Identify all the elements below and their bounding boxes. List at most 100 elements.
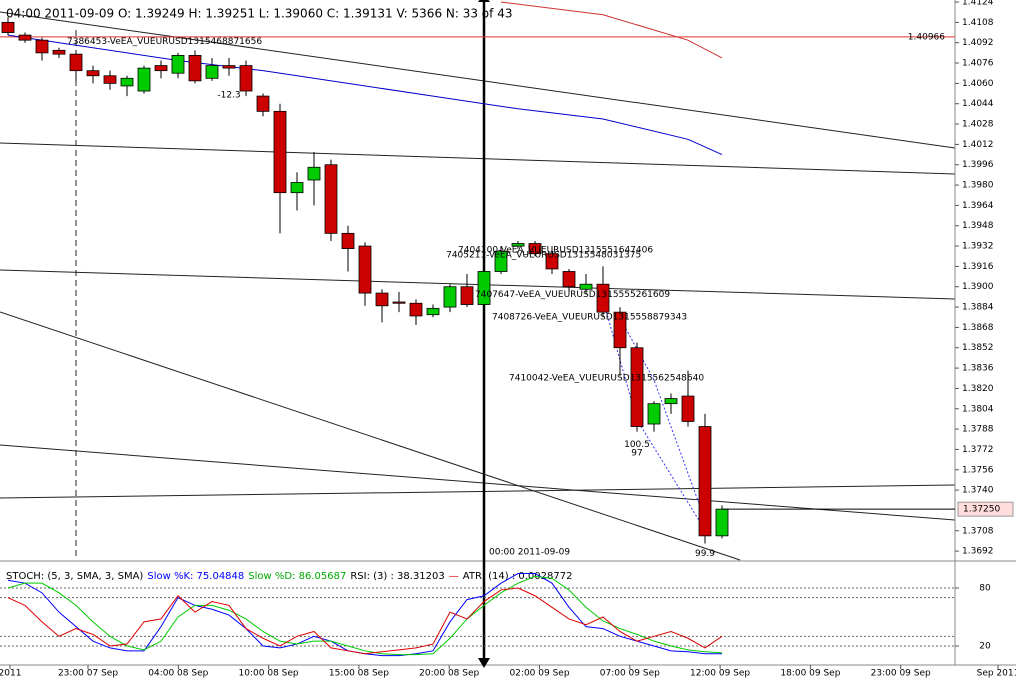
order-label: 7404100-VeEA_VUEURUSD1315551647406 xyxy=(458,245,653,255)
y-tick-label: 1.3900 xyxy=(962,282,994,292)
legend-entry: RSI: (3) : 38.31203 xyxy=(350,571,444,582)
candle-body xyxy=(375,292,389,307)
y-tick-label: 1.3980 xyxy=(962,181,994,191)
y-tick-label: 1.4060 xyxy=(962,79,994,89)
candle-body xyxy=(273,110,287,194)
candle-body xyxy=(579,283,593,290)
y-tick-label: 80 xyxy=(979,584,991,594)
last-price-label: 1.37250 xyxy=(963,505,1000,515)
trend-line xyxy=(0,484,956,499)
candle-body xyxy=(698,426,712,537)
order-label: 7410042-VeEA_VUEURUSD1315562548640 xyxy=(509,374,704,384)
candle-body xyxy=(239,65,253,92)
trend-line xyxy=(0,11,956,149)
legend-swatch: — xyxy=(449,571,459,582)
candle-body xyxy=(596,283,610,313)
x-tick-label: 23:00 07 Sep xyxy=(58,669,118,679)
price-note: 100.5 xyxy=(624,440,650,450)
y-tick-label: 1.3708 xyxy=(962,526,994,536)
candle-body xyxy=(392,301,406,304)
candle-body xyxy=(205,65,219,79)
candle-body xyxy=(647,403,661,425)
trend-line xyxy=(0,269,956,300)
y-tick-label: 1.3916 xyxy=(962,262,994,272)
indicator-legend: STOCH: (5, 3, SMA, 3, SMA) Slow %K: 75.04… xyxy=(6,571,572,582)
y-tick-label: 1.4076 xyxy=(962,59,994,69)
y-tick-label: 1.3836 xyxy=(962,364,994,374)
candle-body xyxy=(307,166,321,181)
candle-body xyxy=(120,77,134,87)
candle-body xyxy=(341,232,355,250)
candle-body xyxy=(154,65,168,72)
candle-body xyxy=(545,253,559,270)
candle-body xyxy=(460,286,474,305)
x-tick-label: 10:00 08 Sep xyxy=(239,669,299,679)
candle-body xyxy=(630,347,644,427)
candle-body xyxy=(613,311,627,349)
level-label: 1.40966 xyxy=(908,32,945,42)
legend-title: STOCH: (5, 3, SMA, 3, SMA) xyxy=(6,571,143,582)
candle-body xyxy=(137,67,151,92)
legend-entry: Slow %D: 86.05687 xyxy=(248,571,346,582)
y-tick-label: 1.3756 xyxy=(962,465,994,475)
y-tick-label: 1.3948 xyxy=(962,221,994,231)
candle-body xyxy=(511,243,525,247)
candle-body xyxy=(528,243,542,255)
order-label: 7386453-VeEA_VUEURUSD1315468871656 xyxy=(67,37,262,47)
y-tick-label: 1.3852 xyxy=(962,343,994,353)
candle-body xyxy=(324,164,338,234)
candle-body xyxy=(290,182,304,194)
y-tick-label: 1.3996 xyxy=(962,160,994,170)
x-tick-label: 23:00 09 Sep xyxy=(871,669,931,679)
order-label: 7405211-VeEA_VUEURUSD1315548031375 xyxy=(446,250,641,260)
candle-body xyxy=(86,70,100,77)
candle-body xyxy=(1,21,15,33)
x-tick-label: 12:00 09 Sep xyxy=(690,669,750,679)
price-note: 99.9 xyxy=(695,549,715,559)
x-tick-label: 04:00 08 Sep xyxy=(148,669,208,679)
candle-body xyxy=(494,250,508,272)
x-tick-label: 2011 xyxy=(0,669,21,679)
y-tick-label: 1.3788 xyxy=(962,425,994,435)
candle-body xyxy=(477,271,491,305)
y-tick-label: 1.4028 xyxy=(962,120,994,130)
candle-body xyxy=(443,286,457,308)
y-tick-label: 1.4092 xyxy=(962,38,994,48)
candle-body xyxy=(256,95,270,112)
x-tick-label: Sep 2011 xyxy=(977,669,1016,679)
candle-body xyxy=(188,55,202,82)
trend-lines xyxy=(0,11,956,561)
legend-entry: ATR: (14) : 0.0028772 xyxy=(463,571,573,582)
candle-body xyxy=(681,395,695,422)
candle-body xyxy=(715,508,729,537)
y-tick-label: 1.3692 xyxy=(962,547,994,557)
candle-body xyxy=(69,53,83,72)
candle-body xyxy=(426,307,440,316)
candle-body xyxy=(562,271,576,288)
y-tick-label: 1.3868 xyxy=(962,323,994,333)
price-note: 97 xyxy=(631,449,642,459)
candle-body xyxy=(358,245,372,294)
x-tick-label: 07:00 09 Sep xyxy=(600,669,660,679)
y-tick-label: 1.3884 xyxy=(962,303,994,313)
y-tick-label: 1.3804 xyxy=(962,404,994,414)
y-tick-label: 20 xyxy=(979,641,991,651)
candle-body xyxy=(171,55,185,74)
candle-body xyxy=(409,302,423,317)
candle-body xyxy=(52,49,66,55)
trend-line xyxy=(0,444,956,521)
candle-body xyxy=(103,75,117,84)
indicator-line xyxy=(7,575,723,656)
trend-line xyxy=(0,142,956,175)
header: 04:00 2011-09-09 O: 1.39249 H: 1.39251 L… xyxy=(6,7,512,21)
y-tick-label: 1.3964 xyxy=(962,201,994,211)
y-tick-label: 1.3740 xyxy=(962,486,994,496)
cursor-label: 00:00 2011-09-09 xyxy=(489,548,570,558)
legend-entry: Slow %K: 75.04848 xyxy=(147,571,244,582)
y-tick-label: 1.4012 xyxy=(962,140,994,150)
y-tick-label: 1.4108 xyxy=(962,18,994,28)
x-tick-label: 20:00 08 Sep xyxy=(419,669,479,679)
trend-line xyxy=(0,311,741,561)
